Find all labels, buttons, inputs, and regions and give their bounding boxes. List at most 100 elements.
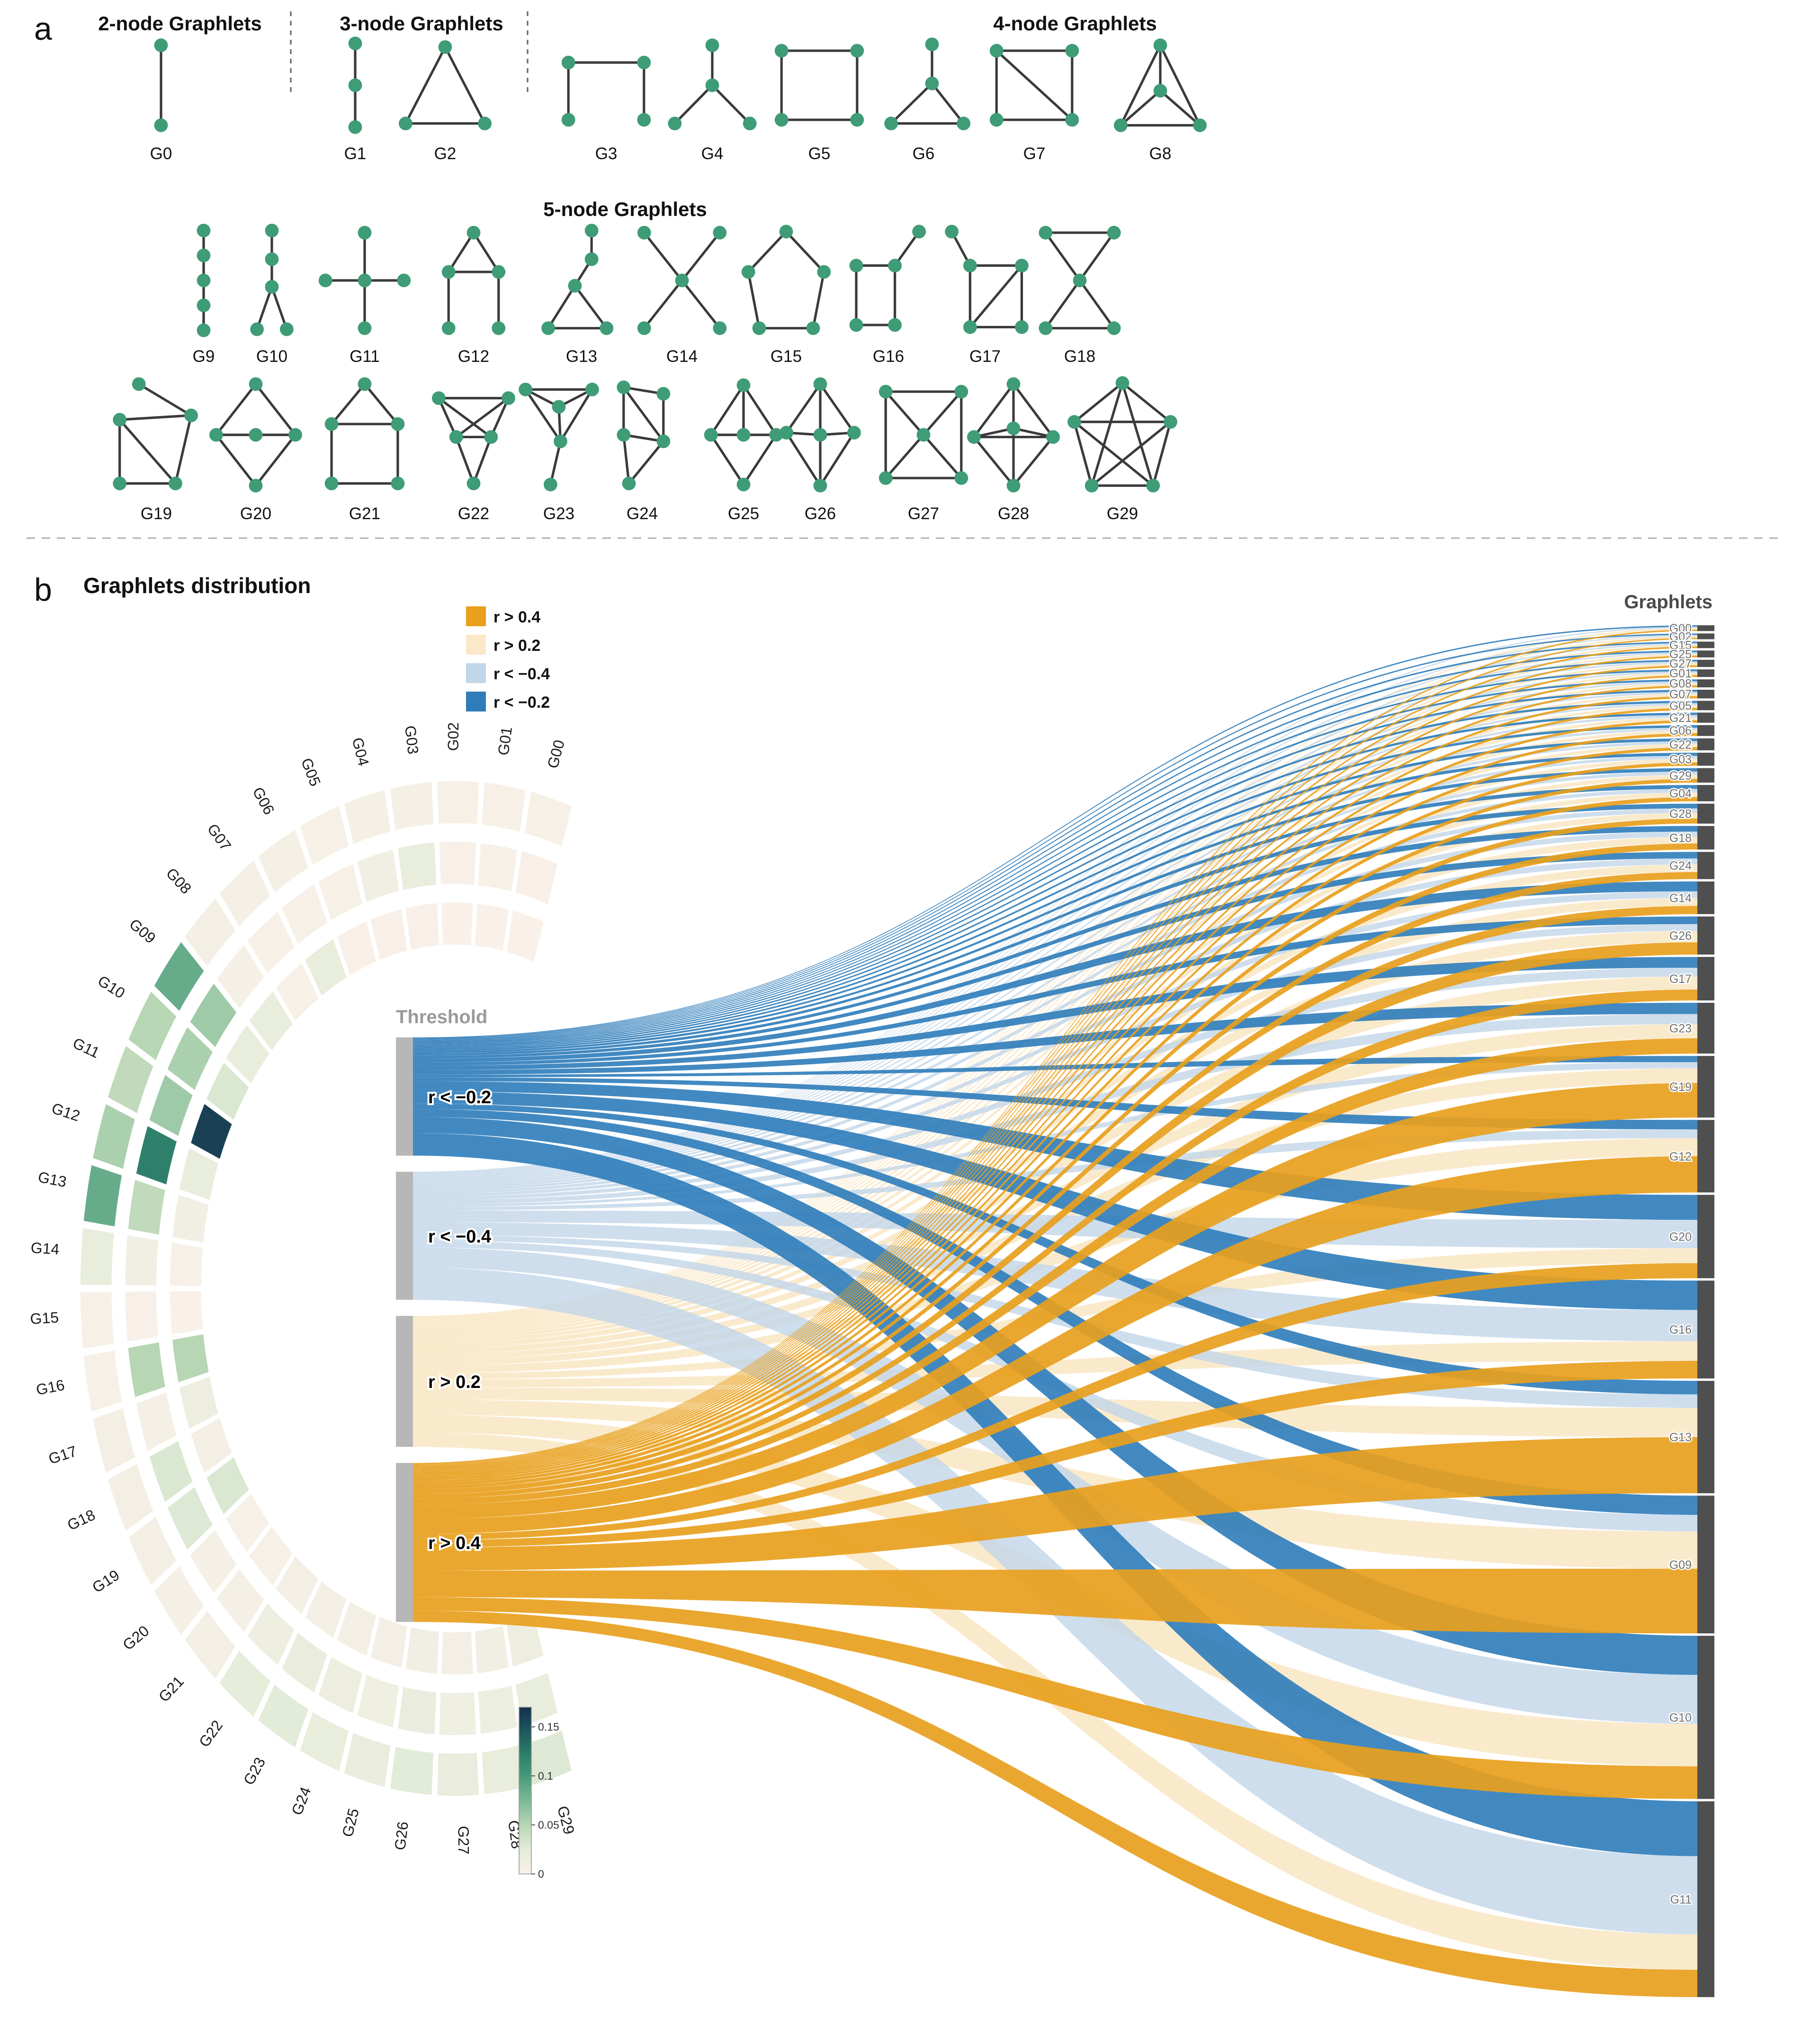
graphlet-edge bbox=[1159, 89, 1201, 127]
ring-tile-G08-middle bbox=[217, 945, 264, 1008]
sankey-flow-r < −0.2-G24 bbox=[413, 852, 1697, 1059]
sankey-flow-r < −0.2-G02 bbox=[413, 633, 1697, 1039]
graphlet-G17: G17 bbox=[945, 225, 1029, 366]
graphlet-node bbox=[668, 117, 682, 131]
graphlet-node-label-G13: G13 bbox=[1669, 1431, 1692, 1444]
graphlet-label-G8: G8 bbox=[1149, 144, 1172, 163]
sankey-flow-r > 0.4-G11 bbox=[413, 1611, 1697, 1997]
graphlet-node bbox=[916, 428, 931, 442]
graphlet-edge bbox=[1078, 279, 1115, 330]
sankey-flow-r < −0.2-G08 bbox=[413, 679, 1697, 1042]
ring-tile-G09-middle bbox=[190, 983, 237, 1047]
graphlet-node-label-G06: G06 bbox=[1669, 724, 1692, 738]
graphlet-label-G7: G7 bbox=[1023, 144, 1046, 163]
graphlet-edge bbox=[1073, 381, 1124, 423]
graphlet-label-G17: G17 bbox=[969, 347, 1001, 366]
graphlet-G20: G20 bbox=[209, 377, 302, 523]
sankey-flow-r > 0.2-G08 bbox=[413, 683, 1697, 1322]
ring-tile-G28-middle bbox=[478, 1685, 518, 1734]
ring-label-G08: G08 bbox=[163, 864, 195, 897]
graphlet-node bbox=[249, 377, 263, 391]
sankey-flow-r > 0.4-G26 bbox=[413, 942, 1697, 1495]
ring-tile-G16-outer bbox=[83, 1351, 122, 1412]
graphlet-G3: G3 bbox=[561, 55, 651, 163]
graphlet-node bbox=[637, 321, 651, 335]
ring-label-G07: G07 bbox=[204, 820, 235, 854]
section-title-5node: 5-node Graphlets bbox=[543, 198, 707, 220]
graphlet-edge bbox=[643, 279, 683, 330]
threshold-label-1: r < −0.2 bbox=[428, 1088, 491, 1108]
graphlet-node bbox=[265, 280, 279, 294]
graphlet-edge bbox=[1012, 435, 1055, 487]
graphlet-edge bbox=[437, 396, 493, 439]
sankey-flow-r < −0.4-G06 bbox=[413, 728, 1697, 1180]
ring-tile-G12-middle bbox=[136, 1126, 177, 1185]
graphlet-node bbox=[1065, 44, 1079, 58]
ring-tile-G07-inner bbox=[276, 963, 319, 1021]
graphlet-node bbox=[1073, 273, 1087, 288]
graphlet-edge bbox=[256, 285, 273, 331]
ring-tile-G27-inner bbox=[441, 1631, 473, 1675]
sankey-flow-r > 0.4-G22 bbox=[413, 747, 1697, 1474]
graphlet-edge bbox=[137, 383, 193, 417]
graphlet-node bbox=[169, 477, 182, 490]
graphlet-edge bbox=[643, 231, 683, 282]
ring-label-G25: G25 bbox=[339, 1807, 362, 1838]
graphlet-G27: G27 bbox=[879, 385, 968, 523]
graphlet-node bbox=[1115, 376, 1130, 390]
ring-tile-G27-outer bbox=[437, 1753, 479, 1796]
sankey-flow-r > 0.4-G23 bbox=[413, 1038, 1697, 1505]
graphlet-node bbox=[348, 120, 362, 134]
ring-tile-G06-middle bbox=[282, 884, 328, 944]
graphlet-node-label-G08: G08 bbox=[1669, 677, 1692, 691]
graphlet-node bbox=[492, 321, 506, 335]
ring-tile-G15-inner bbox=[170, 1291, 203, 1334]
graphlet-node bbox=[1107, 225, 1121, 240]
graphlet-node bbox=[265, 224, 279, 238]
ring-tile-G04-inner bbox=[370, 909, 407, 960]
ring-tile-G19-middle bbox=[167, 1487, 213, 1550]
ring-tile-G26-outer bbox=[390, 1747, 434, 1795]
graphlet-node-label-G10: G10 bbox=[1669, 1711, 1692, 1724]
sankey-flow-r > 0.4-G19 bbox=[413, 1083, 1697, 1519]
ring-label-G00: G00 bbox=[544, 738, 568, 770]
graphlet-G26: G26 bbox=[780, 377, 861, 523]
section-title-3node: 3-node Graphlets bbox=[340, 12, 503, 35]
graphlet-edge bbox=[819, 431, 856, 487]
sankey-flow-r > 0.2-G06 bbox=[413, 730, 1697, 1326]
graphlet-label-G29: G29 bbox=[1107, 504, 1138, 523]
graphlet-node bbox=[197, 248, 211, 262]
sankey-flow-r < −0.2-G21 bbox=[413, 712, 1697, 1045]
graphlet-node bbox=[879, 385, 893, 399]
graphlet-edge bbox=[404, 45, 447, 125]
graphlet-node bbox=[552, 400, 566, 414]
sankey-flow-r < −0.4-G22 bbox=[413, 741, 1697, 1181]
graphlet-node-G14 bbox=[1697, 881, 1714, 914]
graphlet-node-label-G20: G20 bbox=[1669, 1230, 1692, 1243]
sankey-flow-r < −0.2-G03 bbox=[413, 753, 1697, 1049]
ring-tile-G29-inner bbox=[506, 1615, 544, 1666]
graphlet-node-label-G17: G17 bbox=[1669, 972, 1692, 986]
graphlet-edge bbox=[472, 435, 493, 485]
ring-tile-G18-outer bbox=[108, 1464, 153, 1531]
graphlet-node bbox=[1067, 415, 1081, 429]
graphlet-label-G3: G3 bbox=[595, 144, 618, 163]
ring-tile-G13-outer bbox=[83, 1165, 122, 1226]
graphlet-node-label-G27: G27 bbox=[1669, 657, 1692, 670]
sankey-flow-r < −0.2-G14 bbox=[413, 881, 1697, 1063]
graphlet-node bbox=[1085, 478, 1099, 493]
sankey-flow-r > 0.4-G24 bbox=[413, 872, 1697, 1486]
sankey-flow-r > 0.4-G15 bbox=[413, 646, 1697, 1465]
sankey-flow-r < −0.2-G05 bbox=[413, 701, 1697, 1044]
graphlet-node bbox=[358, 273, 372, 288]
graphlet-node-label-G18: G18 bbox=[1669, 832, 1692, 845]
graphlet-edge bbox=[747, 270, 761, 330]
ring-tile-G12-outer bbox=[93, 1104, 135, 1169]
graphlet-node-label-G23: G23 bbox=[1669, 1022, 1692, 1036]
graphlet-node bbox=[1006, 478, 1021, 493]
ring-tile-G24-outer bbox=[300, 1712, 349, 1771]
graphlet-label-G22: G22 bbox=[458, 504, 489, 523]
graphlet-node bbox=[736, 378, 751, 392]
graphlet-node bbox=[912, 225, 926, 239]
graphlet-node-G17 bbox=[1697, 957, 1714, 1000]
